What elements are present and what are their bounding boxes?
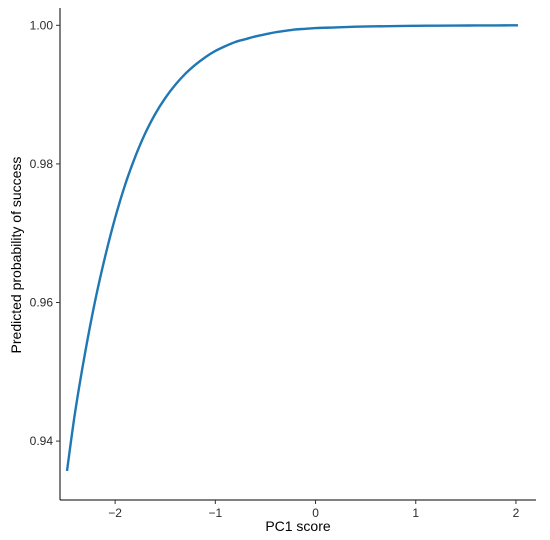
y-tick-label: 0.98 — [30, 157, 54, 171]
y-axis-ticks: 0.94 0.96 0.98 1.00 — [30, 18, 60, 448]
y-tick-label: 0.96 — [30, 296, 54, 310]
x-tick-label: 0 — [312, 506, 319, 520]
x-axis-title: PC1 score — [265, 518, 331, 534]
series-line — [65, 24, 518, 472]
x-tick-label: 1 — [412, 506, 419, 520]
series-layer — [65, 24, 518, 472]
x-tick-label: 2 — [513, 506, 520, 520]
x-tick-label: −2 — [108, 506, 122, 520]
x-tick-label: −1 — [208, 506, 222, 520]
y-tick-label: 1.00 — [30, 18, 54, 32]
y-axis-title: Predicted probability of success — [8, 157, 24, 354]
y-tick-label: 0.94 — [30, 434, 54, 448]
x-axis-ticks: −2 −1 0 1 2 — [108, 500, 520, 520]
